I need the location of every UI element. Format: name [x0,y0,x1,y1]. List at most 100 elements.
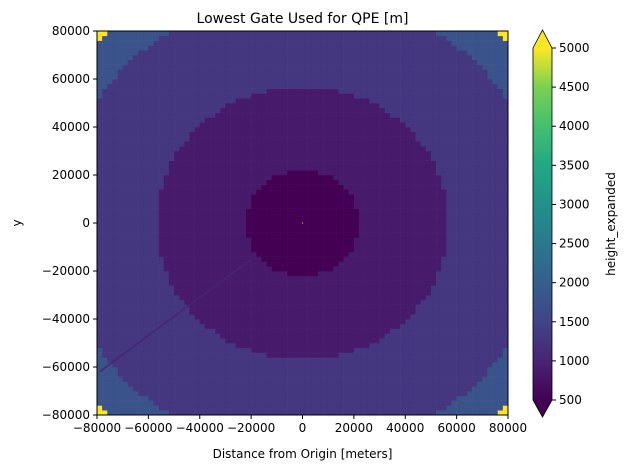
heatmap-cell [287,347,293,353]
heatmap-cell [374,122,380,128]
heatmap-cell [230,151,237,157]
heatmap-cell [174,165,180,171]
heatmap-cell [281,223,288,229]
heatmap-cell [323,290,329,296]
heatmap-cell [384,271,391,277]
heatmap-cell [374,117,380,123]
heatmap-cell [369,155,375,161]
heatmap-cell [394,35,401,41]
heatmap-cell [364,304,370,310]
heatmap-cell [317,69,324,75]
heatmap-cell [297,223,303,229]
heatmap-cell [102,151,108,157]
heatmap-cell [220,160,226,166]
heatmap-cell [353,405,360,411]
heatmap-cell [204,179,211,185]
heatmap-cell [168,50,175,56]
heatmap-cell [204,266,211,272]
heatmap-cell [307,367,314,373]
heatmap-cell [122,299,129,305]
heatmap-cell [215,184,221,190]
heatmap-cell [256,45,262,51]
heatmap-cell [117,69,123,75]
heatmap-cell [132,290,139,296]
heatmap-cell [204,45,211,51]
heatmap-cell [204,175,211,181]
heatmap-cell [364,314,370,320]
heatmap-cell [369,189,375,195]
heatmap-cell [271,107,278,113]
heatmap-cell [148,35,154,41]
heatmap-cell [410,261,416,267]
heatmap-cell [153,117,159,123]
heatmap-cell [405,338,411,344]
heatmap-cell [312,256,319,262]
heatmap-cell [117,386,123,392]
heatmap-cell [379,208,385,214]
heatmap-cell [297,184,303,190]
heatmap-cell [168,74,175,80]
heatmap-cell [158,175,165,181]
heatmap-cell [225,165,231,171]
heatmap-cell [312,31,319,37]
heatmap-cell [405,165,411,171]
heatmap-cell [287,155,293,161]
heatmap-cell [189,266,195,272]
heatmap-cell [287,376,293,382]
heatmap-cell [204,357,211,363]
heatmap-cell [271,131,278,137]
heatmap-cell [251,386,257,392]
heatmap-cell [271,31,278,37]
heatmap-cell [287,266,293,272]
heatmap-cell [384,83,391,89]
heatmap-cell [117,170,123,176]
heatmap-cell [225,251,231,257]
heatmap-cell [204,117,211,123]
heatmap-cell [369,309,375,315]
heatmap-cell [317,151,324,157]
heatmap-cell [230,319,237,325]
heatmap-cell [287,400,293,406]
heatmap-cell [353,309,360,315]
heatmap-cell [220,395,226,401]
heatmap-cell [261,141,267,147]
heatmap-cell [158,314,165,320]
heatmap-cell [235,242,242,248]
heatmap-cell [199,208,206,214]
heatmap-cell [281,271,288,277]
heatmap-cell [307,376,314,382]
heatmap-cell [122,347,129,353]
heatmap-cell [230,136,237,142]
heatmap-cell [220,31,226,37]
heatmap-cell [256,237,262,243]
heatmap-cell [333,127,339,133]
heatmap-cell [122,165,129,171]
heatmap-cell [389,386,396,392]
heatmap-cell [168,319,175,325]
heatmap-cell [384,410,391,416]
heatmap-cell [328,362,334,368]
heatmap-cell [400,131,406,137]
heatmap-cell [199,213,206,219]
heatmap-cell [307,338,314,344]
heatmap-cell [410,208,416,214]
heatmap-cell [153,194,159,200]
heatmap-cell [240,194,247,200]
heatmap-cell [168,155,175,161]
heatmap-cell [153,160,159,166]
heatmap-cell [297,74,303,80]
heatmap-cell [143,271,149,277]
heatmap-cell [138,189,144,195]
heatmap-cell [276,285,283,291]
heatmap-cell [132,395,139,401]
heatmap-cell [199,74,206,80]
heatmap-cell [245,391,252,397]
heatmap-cell [168,275,175,281]
heatmap-cell [374,299,380,305]
heatmap-cell [302,131,308,137]
heatmap-cell [235,256,242,262]
heatmap-cell [261,103,267,109]
heatmap-cell [245,295,252,301]
heatmap-cell [317,40,324,46]
heatmap-cell [323,371,329,377]
